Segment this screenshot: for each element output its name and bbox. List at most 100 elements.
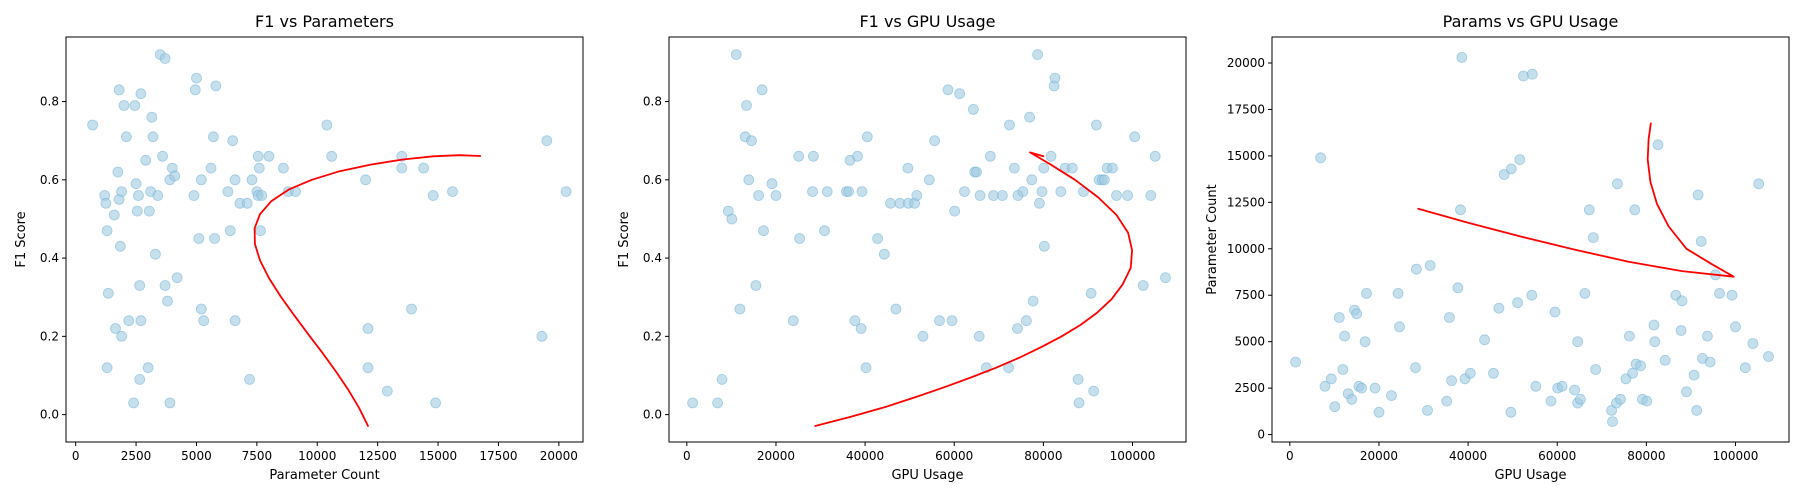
scatter-point — [808, 150, 819, 162]
scatter-point — [256, 190, 268, 201]
scatter-point — [1111, 190, 1122, 201]
scatter-point — [255, 225, 266, 237]
scatter-point — [890, 303, 902, 315]
scatter-point — [110, 323, 121, 334]
scatter-point — [949, 205, 961, 217]
y-tick-label: 0.4 — [40, 251, 59, 265]
scatter-point — [1479, 334, 1490, 346]
scatter-point — [116, 186, 127, 198]
scatter-point — [1091, 119, 1102, 131]
scatter-point — [1726, 289, 1738, 301]
scatter-point — [195, 303, 207, 315]
scatter-point — [1556, 380, 1568, 392]
scatter-point — [134, 373, 146, 385]
scatter-point — [852, 150, 863, 162]
scatter-point — [911, 190, 923, 201]
scatter-point — [1017, 186, 1029, 198]
scatter-point — [730, 49, 742, 60]
scatter-point — [1530, 380, 1542, 392]
trend-curve — [253, 154, 482, 427]
x-tick-label: 20000 — [540, 449, 578, 463]
scatter-point — [253, 162, 265, 174]
plot-frame — [65, 36, 584, 443]
scatter-point — [860, 362, 872, 374]
scatter-point — [973, 330, 985, 342]
scatter-point — [855, 323, 867, 334]
scatter-point — [113, 84, 125, 96]
scatter-point — [135, 315, 147, 327]
scatter-point — [726, 213, 738, 225]
scatter-point — [1137, 280, 1149, 291]
scatter-point — [1369, 382, 1381, 394]
scatter-point — [1038, 162, 1050, 174]
x-tick-label: 5000 — [181, 449, 212, 463]
y-tick-label: 7500 — [1234, 288, 1265, 302]
y-tick-label: 0.2 — [40, 329, 59, 343]
y-tick-label: 0.0 — [643, 408, 662, 422]
scatter-point — [1648, 319, 1660, 331]
scatter-point — [1691, 404, 1703, 416]
scatter-point — [1606, 404, 1617, 416]
x-tick-label: 0 — [683, 449, 691, 463]
scatter-point — [1394, 321, 1405, 333]
scatter-point — [115, 240, 126, 252]
scatter-point — [1627, 367, 1638, 379]
scatter-point — [169, 170, 181, 182]
scatter-point — [1444, 312, 1455, 323]
scatter-point — [427, 190, 439, 201]
scatter-point — [140, 154, 152, 166]
scatter-point — [193, 233, 205, 244]
y-tick-label: 12500 — [1227, 195, 1265, 209]
x-tick-label: 60000 — [935, 449, 973, 463]
scatter-point — [1526, 68, 1538, 80]
scatter-point — [1129, 131, 1141, 143]
scatter-point — [1441, 395, 1453, 407]
scatter-point — [750, 280, 762, 291]
scatter-point — [741, 100, 752, 111]
x-tick-label: 0 — [72, 449, 80, 463]
scatter-point — [1652, 139, 1664, 151]
scatter-point — [1422, 404, 1433, 416]
scatter-point — [143, 205, 155, 217]
scatter-point — [934, 315, 945, 327]
scatter-point — [1512, 297, 1523, 309]
scatter-point — [1424, 260, 1436, 271]
scatter-point — [687, 397, 698, 409]
y-axis-label: Parameter Count — [1205, 184, 1220, 294]
scatter-point — [541, 135, 553, 147]
y-tick-label: 0.4 — [643, 251, 662, 265]
x-tick-label: 100000 — [1110, 449, 1156, 463]
scatter-point — [147, 131, 159, 143]
scatter-point — [1629, 204, 1641, 216]
scatter-point — [1579, 287, 1591, 299]
scatter-point — [229, 174, 241, 186]
scatter-point — [130, 178, 142, 190]
scatter-point — [1526, 289, 1538, 301]
scatter-point — [807, 186, 818, 198]
x-axis-label: GPU Usage — [891, 468, 963, 483]
scatter-point — [222, 186, 234, 198]
scatter-point — [770, 190, 782, 201]
scatter-point — [959, 186, 970, 198]
trend-curve — [814, 151, 1133, 427]
y-tick-label: 0.6 — [643, 173, 662, 187]
y-tick-label: 10000 — [1227, 242, 1265, 256]
scatter-point — [1361, 287, 1372, 299]
x-tick-label: 17500 — [479, 449, 517, 463]
scatter-point — [1498, 169, 1510, 180]
scatter-point — [1624, 330, 1635, 342]
scatter-point — [1763, 351, 1774, 362]
scatter-point — [1411, 263, 1422, 275]
scatter-point — [1456, 52, 1468, 63]
scatter-point — [1034, 197, 1045, 209]
scatter-point — [102, 287, 114, 299]
scatter-point — [1346, 393, 1358, 405]
scatter-point — [856, 186, 868, 198]
scatter-point — [131, 205, 143, 217]
scatter-point — [1615, 393, 1626, 405]
y-tick-label: 0 — [1257, 428, 1265, 442]
scatter-point — [756, 84, 768, 96]
scatter-point — [946, 315, 958, 327]
scatter-point — [1569, 384, 1580, 396]
